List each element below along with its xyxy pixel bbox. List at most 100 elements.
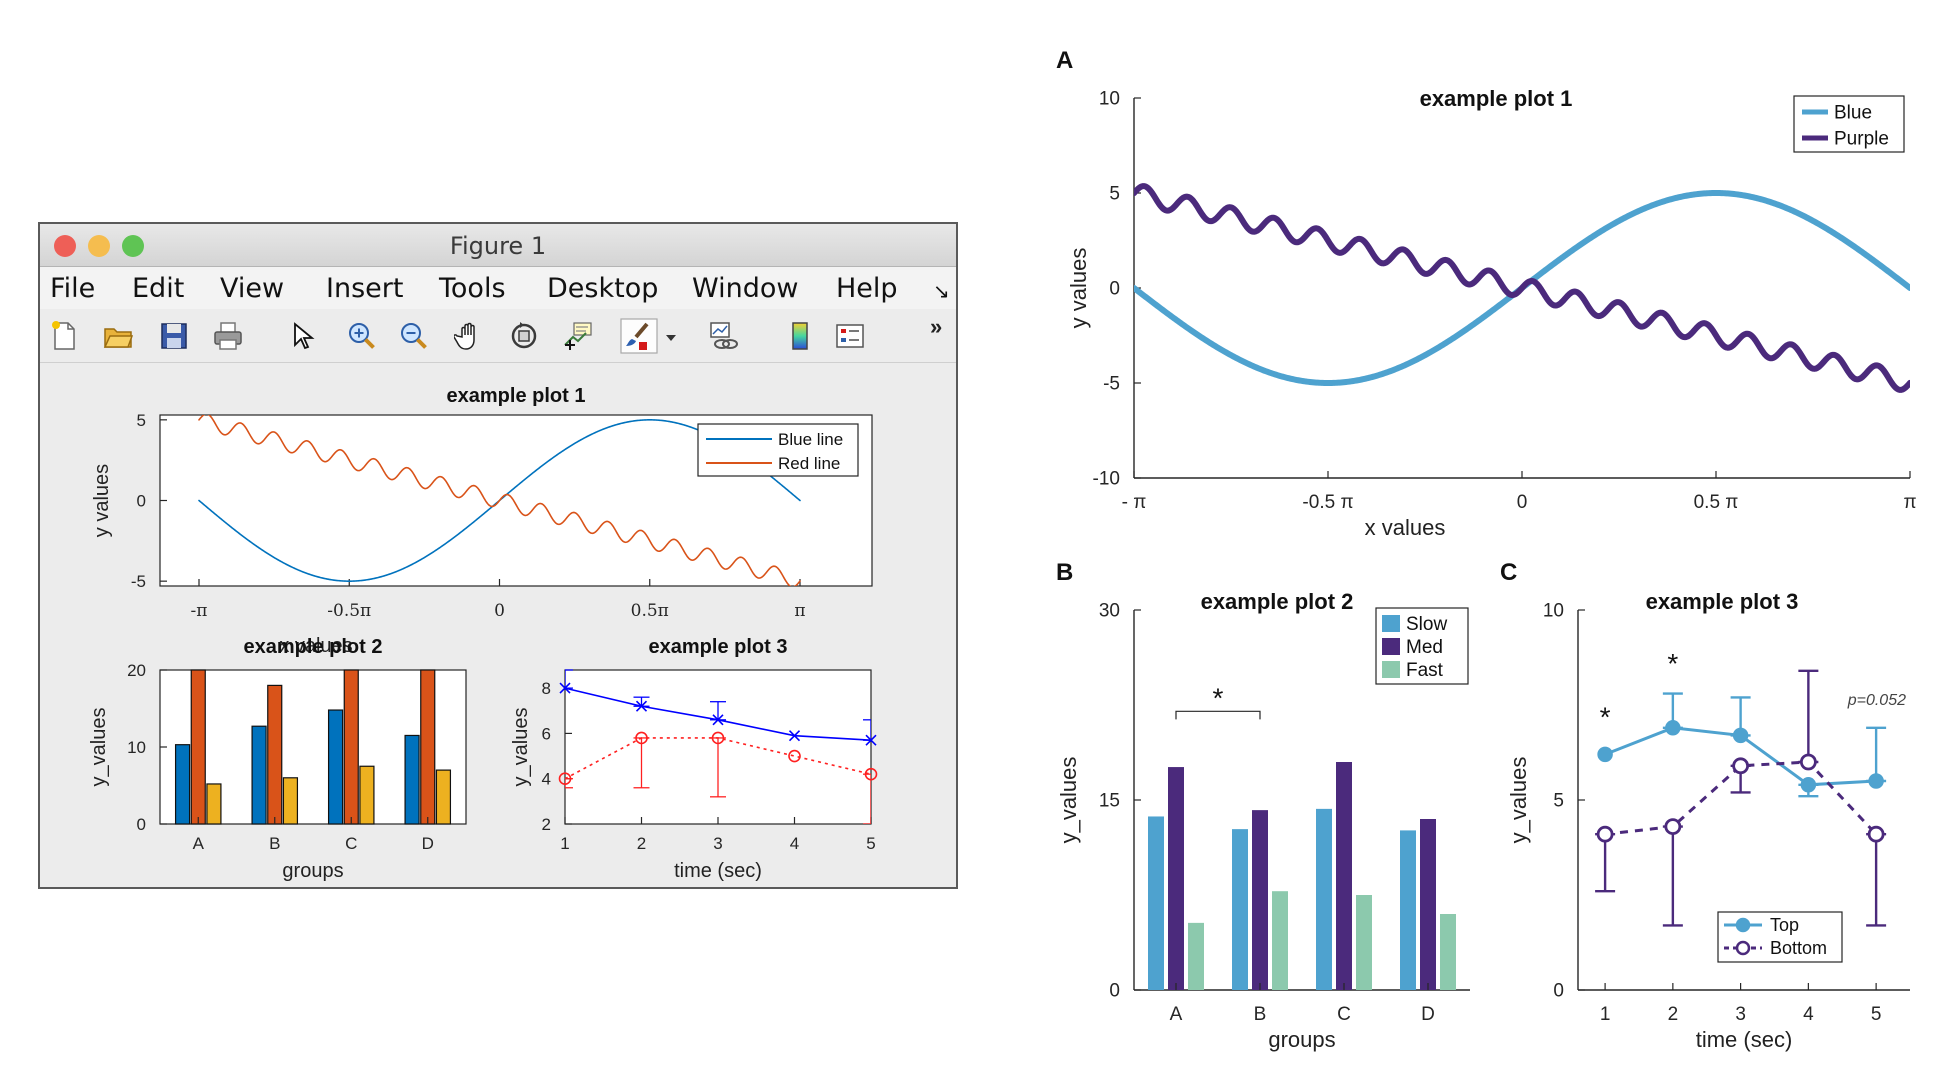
- menu-file[interactable]: File: [50, 273, 96, 304]
- panel-letter: A: [1056, 47, 1073, 74]
- legend-label: Blue: [1834, 103, 1872, 124]
- y-tick-label: -10: [1093, 469, 1120, 490]
- legend-label: Slow: [1406, 614, 1447, 635]
- close-window-button[interactable]: [54, 235, 76, 257]
- bar-C-0: [1316, 808, 1332, 990]
- series-line-purple: [1134, 183, 1910, 393]
- y-tick-label: 0: [1109, 981, 1120, 1002]
- panel-A-chart: -10 -5 0 5 10 - π -0.5 π 0 0.5 π π example plot 1 x…: [1056, 47, 1917, 540]
- y-tick-label: 0: [1109, 279, 1120, 300]
- bar-A-2: [206, 783, 222, 825]
- window-title: Figure 1: [449, 232, 547, 260]
- dropdown-arrow-icon[interactable]: [664, 320, 678, 352]
- rotate-3d-icon[interactable]: [508, 320, 540, 352]
- zoom-out-icon[interactable]: [398, 320, 430, 352]
- significance-star: *: [1600, 701, 1611, 732]
- pan-hand-icon[interactable]: [454, 320, 486, 352]
- menu-window[interactable]: Window: [692, 273, 799, 304]
- marker-x: [635, 700, 648, 712]
- legend-label: Top: [1770, 915, 1799, 935]
- legend-swatch: [1382, 638, 1400, 655]
- minimize-window-button[interactable]: [88, 235, 110, 257]
- matlab-plot-1-chart: -5 0 5 -π -0.5π 0 0.5π π example plot 1 x values y…: [91, 385, 873, 657]
- bar-C-1: [343, 669, 359, 825]
- menu-tools[interactable]: Tools: [439, 273, 506, 304]
- open-folder-icon[interactable]: [102, 320, 134, 352]
- p-value-annotation: p=0.052: [1847, 692, 1906, 709]
- zoom-in-icon[interactable]: [346, 320, 378, 352]
- series-line-red-line: [198, 415, 801, 586]
- save-icon[interactable]: [158, 320, 190, 352]
- legend-label: Blue line: [778, 430, 843, 449]
- brush-icon[interactable]: [620, 318, 658, 354]
- marker-x: [865, 734, 877, 746]
- y-axis-label: y_values: [1056, 757, 1081, 844]
- x-tick-label: 5: [1871, 1004, 1882, 1025]
- pointer-icon[interactable]: [286, 320, 318, 352]
- significance-star: *: [1667, 648, 1678, 679]
- bar-A-0: [1148, 816, 1164, 990]
- marker-x: [712, 714, 724, 726]
- colorbar-icon[interactable]: [784, 320, 816, 352]
- y-tick-label: 6: [542, 724, 551, 743]
- marker-o: [711, 731, 725, 745]
- menu-insert[interactable]: Insert: [326, 273, 404, 304]
- y-tick-label: 0: [1553, 981, 1564, 1002]
- panel-letter: C: [1500, 559, 1517, 586]
- bar-C-2: [1356, 895, 1372, 990]
- legend-swatch: [1382, 661, 1400, 678]
- panel-letter: B: [1056, 559, 1073, 586]
- y-tick-label: 8: [542, 679, 551, 698]
- y-axis-label: y values: [91, 464, 113, 537]
- bar-D-1: [1420, 819, 1436, 990]
- x-axis-label: x values: [1365, 515, 1446, 540]
- menu-help[interactable]: Help: [836, 273, 898, 304]
- menu-overflow-icon[interactable]: ↘: [933, 279, 950, 303]
- x-tick-label: 3: [713, 834, 722, 853]
- legend-icon[interactable]: [834, 320, 866, 352]
- y-tick-label: 5: [137, 411, 146, 430]
- chart-title: example plot 1: [447, 385, 586, 407]
- legend: Blue line Red line: [697, 423, 859, 477]
- chart-title: example plot 3: [649, 636, 788, 658]
- print-icon[interactable]: [212, 320, 244, 352]
- x-tick-label: π: [794, 601, 805, 621]
- bar-C-0: [327, 709, 344, 825]
- y-tick-label: 0: [137, 815, 146, 834]
- menu-desktop[interactable]: Desktop: [547, 273, 659, 304]
- more-icon[interactable]: »: [930, 314, 943, 339]
- bar-D-2: [1440, 914, 1456, 990]
- bar-B-0: [251, 725, 267, 825]
- y-axis-label: y_values: [1506, 757, 1531, 844]
- bar-A-1: [190, 669, 206, 825]
- menu-bar: File Edit View Insert Tools Desktop Wind…: [40, 267, 956, 309]
- bar-A-1: [1168, 767, 1184, 990]
- legend-box: [1793, 95, 1905, 153]
- x-tick-label: C: [1337, 1004, 1351, 1025]
- data-cursor-icon[interactable]: [562, 320, 594, 352]
- marker-x: [788, 730, 801, 742]
- menu-edit[interactable]: Edit: [132, 273, 185, 304]
- marker-open: [1664, 818, 1682, 835]
- zoom-window-button[interactable]: [122, 235, 144, 257]
- x-axis-label: x values: [279, 635, 352, 657]
- bar-B-2: [1272, 891, 1288, 990]
- axes-area: [159, 669, 467, 825]
- marker-o: [864, 767, 878, 781]
- x-tick-label: B: [269, 834, 280, 853]
- legend: Blue Purple: [1793, 95, 1905, 153]
- legend: Top Bottom: [1717, 911, 1843, 963]
- legend-label: Med: [1406, 637, 1443, 658]
- y-tick-label: -5: [1103, 374, 1120, 395]
- link-plot-icon[interactable]: [708, 320, 740, 352]
- marker-open: [1867, 825, 1885, 843]
- y-tick-label: 30: [1099, 601, 1120, 622]
- x-axis-label: groups: [282, 860, 343, 882]
- menu-view[interactable]: View: [220, 273, 285, 304]
- new-file-icon[interactable]: [48, 320, 80, 352]
- y-tick-label: 20: [127, 661, 146, 680]
- x-tick-label: 4: [1803, 1004, 1814, 1025]
- bar-C-2: [359, 765, 375, 825]
- marker-x: [559, 682, 571, 694]
- bar-C-1: [1336, 762, 1352, 990]
